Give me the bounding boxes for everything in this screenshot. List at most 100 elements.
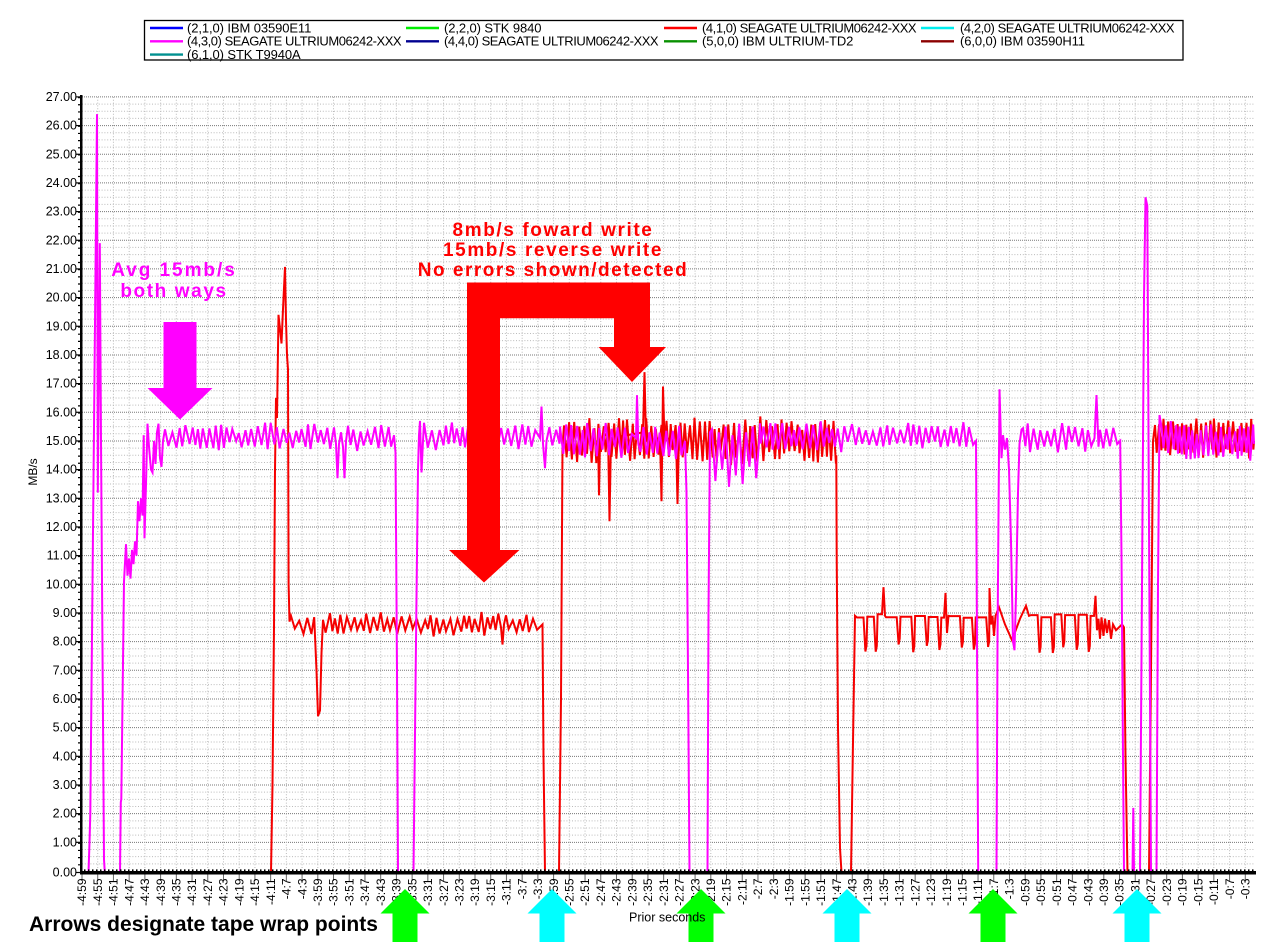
svg-text:-2:39: -2:39 — [625, 878, 639, 906]
svg-text:-2:11: -2:11 — [735, 878, 749, 905]
svg-text:(4,4,0) SEAGATE ULTRIUM06242-X: (4,4,0) SEAGATE ULTRIUM06242-XXX — [444, 34, 659, 49]
svg-text:-0:11: -0:11 — [1207, 878, 1221, 905]
svg-text:-0:35: -0:35 — [1113, 878, 1127, 906]
svg-text:-1:15: -1:15 — [956, 878, 970, 906]
svg-text:-4:31: -4:31 — [185, 878, 199, 906]
svg-text:-3:11: -3:11 — [500, 878, 514, 905]
svg-text:-0:3: -0:3 — [1238, 878, 1252, 899]
svg-text:-4:15: -4:15 — [248, 878, 262, 906]
svg-text:MB/s: MB/s — [26, 458, 40, 485]
svg-text:14.00: 14.00 — [46, 463, 77, 477]
svg-text:-4:23: -4:23 — [217, 878, 231, 906]
svg-text:-3:55: -3:55 — [327, 878, 341, 906]
svg-text:27.00: 27.00 — [46, 90, 77, 104]
svg-text:(6,0,0) IBM 03590H11: (6,0,0) IBM 03590H11 — [960, 34, 1085, 49]
svg-text:-4:19: -4:19 — [232, 878, 246, 906]
svg-text:-2:3: -2:3 — [767, 878, 781, 899]
svg-text:-3:27: -3:27 — [437, 878, 451, 906]
svg-text:-3:43: -3:43 — [374, 878, 388, 906]
svg-text:-1:31: -1:31 — [893, 878, 907, 906]
svg-text:-0:15: -0:15 — [1191, 878, 1205, 906]
svg-text:12.00: 12.00 — [46, 520, 77, 534]
svg-text:-0:47: -0:47 — [1066, 878, 1080, 906]
svg-text:17.00: 17.00 — [46, 377, 77, 391]
svg-text:7.00: 7.00 — [53, 663, 77, 677]
svg-text:-3:19: -3:19 — [468, 878, 482, 906]
svg-text:2.00: 2.00 — [53, 807, 77, 821]
svg-text:-1:55: -1:55 — [798, 878, 812, 906]
svg-text:-4:47: -4:47 — [122, 878, 136, 906]
svg-text:-4:27: -4:27 — [201, 878, 215, 906]
svg-text:4.00: 4.00 — [53, 749, 77, 763]
svg-text:-3:15: -3:15 — [484, 878, 498, 906]
svg-text:both ways: both ways — [120, 281, 227, 302]
svg-text:-1:35: -1:35 — [877, 878, 891, 906]
svg-text:No errors shown/detected: No errors shown/detected — [418, 260, 688, 281]
svg-text:-4:43: -4:43 — [138, 878, 152, 906]
svg-text:20.00: 20.00 — [46, 291, 77, 305]
svg-text:6.00: 6.00 — [53, 692, 77, 706]
svg-text:-3:3: -3:3 — [531, 878, 545, 899]
svg-text:-2:27: -2:27 — [673, 878, 687, 906]
svg-text:-1:51: -1:51 — [814, 878, 828, 906]
svg-text:-3:23: -3:23 — [452, 878, 466, 906]
svg-text:(4,1,0) SEAGATE ULTRIUM06242-X: (4,1,0) SEAGATE ULTRIUM06242-XXX — [702, 20, 917, 35]
svg-text:21.00: 21.00 — [46, 262, 77, 276]
svg-text:-0:43: -0:43 — [1081, 878, 1095, 906]
svg-text:(4,3,0) SEAGATE ULTRIUM06242-X: (4,3,0) SEAGATE ULTRIUM06242-XXX — [187, 34, 402, 49]
svg-text:(6,1,0) STK T9940A: (6,1,0) STK T9940A — [187, 47, 301, 62]
svg-text:-4:59: -4:59 — [75, 878, 89, 906]
svg-text:-4:7: -4:7 — [280, 878, 294, 899]
svg-text:-0:59: -0:59 — [1018, 878, 1032, 906]
svg-text:10.00: 10.00 — [46, 577, 77, 591]
svg-text:(2,1,0) IBM 03590E11: (2,1,0) IBM 03590E11 — [187, 20, 311, 35]
svg-text:-4:39: -4:39 — [154, 878, 168, 906]
svg-text:-2:35: -2:35 — [641, 878, 655, 906]
svg-text:-0:23: -0:23 — [1160, 878, 1174, 906]
svg-text:(4,2,0) SEAGATE ULTRIUM06242-X: (4,2,0) SEAGATE ULTRIUM06242-XXX — [960, 20, 1175, 35]
svg-text:15.00: 15.00 — [46, 434, 77, 448]
svg-text:-3:59: -3:59 — [311, 878, 325, 906]
svg-text:-3:47: -3:47 — [358, 878, 372, 906]
svg-text:16.00: 16.00 — [46, 405, 77, 419]
svg-text:-2:55: -2:55 — [563, 878, 577, 906]
svg-text:-4:51: -4:51 — [107, 878, 121, 906]
svg-text:-0:39: -0:39 — [1097, 878, 1111, 906]
svg-text:25.00: 25.00 — [46, 147, 77, 161]
svg-text:-3:51: -3:51 — [342, 878, 356, 906]
svg-text:-3:31: -3:31 — [421, 878, 435, 906]
svg-text:-4:11: -4:11 — [264, 878, 278, 905]
svg-text:0.00: 0.00 — [53, 866, 77, 880]
svg-text:-1:11: -1:11 — [971, 878, 985, 905]
svg-text:-2:47: -2:47 — [594, 878, 608, 906]
svg-text:1.00: 1.00 — [53, 835, 77, 849]
svg-text:-3:7: -3:7 — [515, 878, 529, 899]
svg-text:-0:19: -0:19 — [1176, 878, 1190, 906]
svg-text:8mb/s foward write: 8mb/s foward write — [453, 220, 654, 241]
svg-text:-2:43: -2:43 — [610, 878, 624, 906]
svg-text:5.00: 5.00 — [53, 721, 77, 735]
svg-text:-0:51: -0:51 — [1050, 878, 1064, 906]
svg-text:19.00: 19.00 — [46, 319, 77, 333]
svg-text:-1:3: -1:3 — [1003, 878, 1017, 899]
svg-text:Prior seconds: Prior seconds — [629, 911, 705, 925]
svg-text:-2:31: -2:31 — [657, 878, 671, 906]
svg-text:(5,0,0) IBM ULTRIUM-TD2: (5,0,0) IBM ULTRIUM-TD2 — [702, 34, 853, 49]
svg-text:-1:39: -1:39 — [861, 878, 875, 906]
svg-text:-0:55: -0:55 — [1034, 878, 1048, 906]
svg-text:18.00: 18.00 — [46, 348, 77, 362]
svg-text:-1:27: -1:27 — [908, 878, 922, 906]
svg-text:23.00: 23.00 — [46, 205, 77, 219]
svg-text:-2:51: -2:51 — [578, 878, 592, 906]
svg-text:-1:23: -1:23 — [924, 878, 938, 906]
svg-text:3.00: 3.00 — [53, 778, 77, 792]
svg-text:9.00: 9.00 — [53, 606, 77, 620]
svg-text:Avg 15mb/s: Avg 15mb/s — [111, 260, 236, 281]
svg-text:(2,2,0) STK 9840: (2,2,0) STK 9840 — [444, 20, 541, 35]
svg-text:Arrows designate tape wrap poi: Arrows designate tape wrap points — [29, 913, 378, 936]
svg-text:22.00: 22.00 — [46, 233, 77, 247]
svg-text:15mb/s reverse write: 15mb/s reverse write — [443, 240, 663, 261]
svg-text:26.00: 26.00 — [46, 119, 77, 133]
svg-text:-4:35: -4:35 — [170, 878, 184, 906]
svg-text:-0:27: -0:27 — [1144, 878, 1158, 906]
